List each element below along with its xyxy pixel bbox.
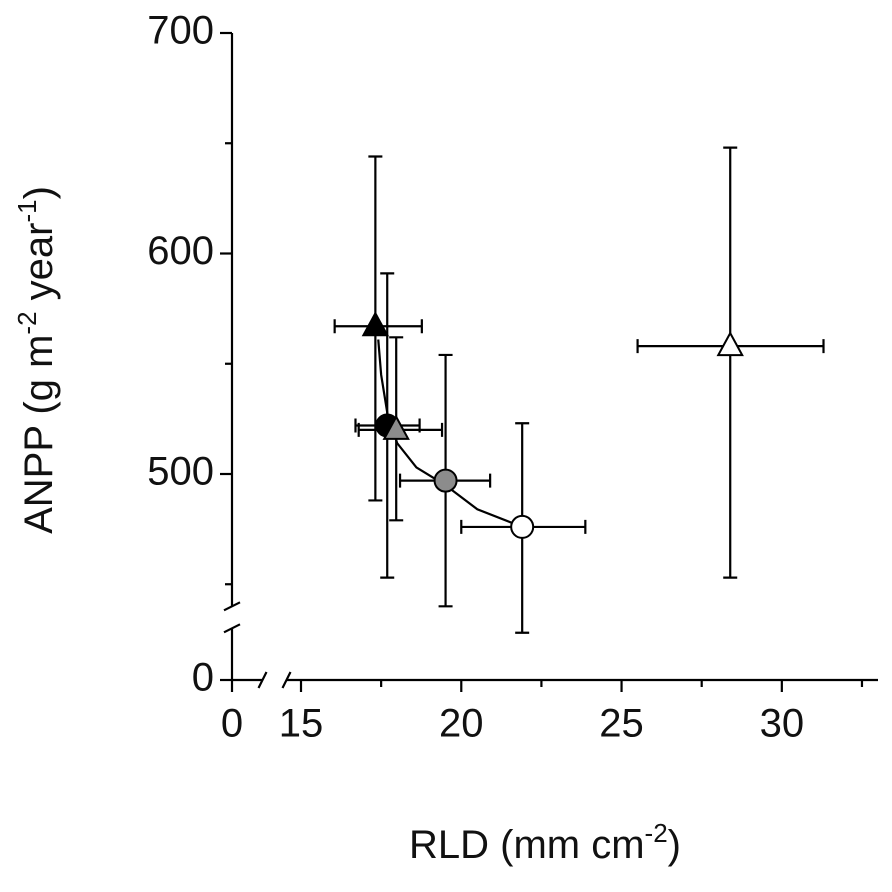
- point: [382, 414, 410, 440]
- point: [433, 468, 458, 493]
- y-label-text: year: [17, 223, 61, 312]
- fit-curve: [377, 339, 523, 528]
- x-tick-label: 0: [221, 702, 243, 746]
- y-tick-label: 500: [147, 450, 214, 494]
- y-tick-label: 600: [147, 229, 214, 273]
- axis-break: [281, 671, 292, 689]
- y-label-sup: -2: [12, 311, 42, 334]
- x-tick-label: 30: [760, 702, 805, 746]
- x-tick-label: 20: [439, 702, 484, 746]
- axis-break: [223, 601, 241, 612]
- y-error-bar: [723, 146, 738, 579]
- x-tick-label: 25: [599, 702, 644, 746]
- axis-break: [223, 623, 241, 634]
- y-tick-label: 700: [147, 9, 214, 53]
- y-label-text: ): [17, 186, 61, 199]
- x-label-text: ): [668, 823, 681, 867]
- point: [716, 331, 744, 357]
- y-label-sup: -1: [12, 199, 42, 222]
- y-label-text: ANPP (g m: [17, 335, 61, 534]
- x-axis-label: RLD (mm cm-2): [409, 818, 681, 867]
- y-axis-label: ANPP (g m-2 year-1): [12, 186, 61, 534]
- x-label-sup: -2: [645, 818, 668, 848]
- axis-break: [257, 671, 268, 689]
- y-tick-label: 0: [192, 656, 214, 700]
- x-label-text: RLD (mm cm: [409, 823, 645, 867]
- x-tick-label: 15: [279, 702, 324, 746]
- point: [361, 311, 390, 337]
- point: [510, 514, 535, 539]
